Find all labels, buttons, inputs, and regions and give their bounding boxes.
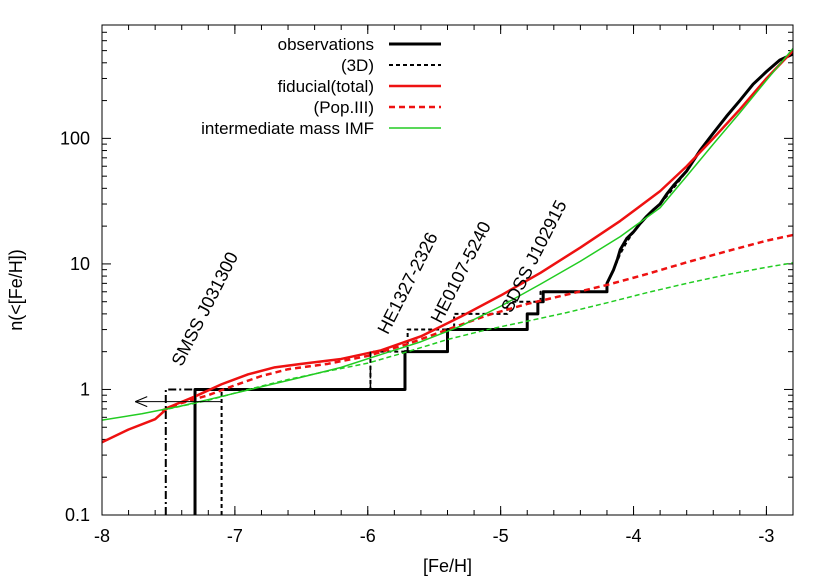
x-tick-label: -6 (360, 526, 376, 546)
plot-area (102, 48, 793, 515)
star-annotation: HE0107-5240 (427, 218, 495, 326)
x-tick-label: -3 (758, 526, 774, 546)
y-tick-label: 0.1 (65, 505, 90, 525)
legend-label: observations (278, 35, 374, 54)
plot-frame (101, 24, 794, 516)
x-axis-label: [Fe/H] (423, 556, 472, 576)
legend-label: intermediate mass IMF (201, 119, 374, 138)
star-annotation: HE1327-2326 (373, 229, 441, 337)
x-tick-label: -8 (94, 526, 110, 546)
x-tick-label: -4 (626, 526, 642, 546)
star-annotation: SDSS J102915 (497, 197, 571, 316)
series-line-intermediate-mass-imf (102, 48, 793, 421)
x-tick-label: -7 (227, 526, 243, 546)
y-tick-label: 10 (70, 254, 90, 274)
legend-label: fiducial(total) (278, 77, 374, 96)
star-annotation: SMSS J031300 (167, 249, 242, 370)
series-line-fiducial-total (102, 49, 793, 444)
series-line-unlabeled (168, 262, 793, 410)
legend-label: (3D) (341, 56, 374, 75)
arrow-head (135, 396, 148, 408)
y-axis-label: n(<[Fe/H]) (6, 249, 26, 331)
x-tick-label: -5 (493, 526, 509, 546)
series-line-3d (220, 132, 715, 515)
legend-label: (Pop.III) (314, 98, 374, 117)
y-tick-label: 100 (60, 128, 90, 148)
y-tick-label: 1 (80, 379, 90, 399)
series-line-unlabeled (164, 388, 197, 515)
